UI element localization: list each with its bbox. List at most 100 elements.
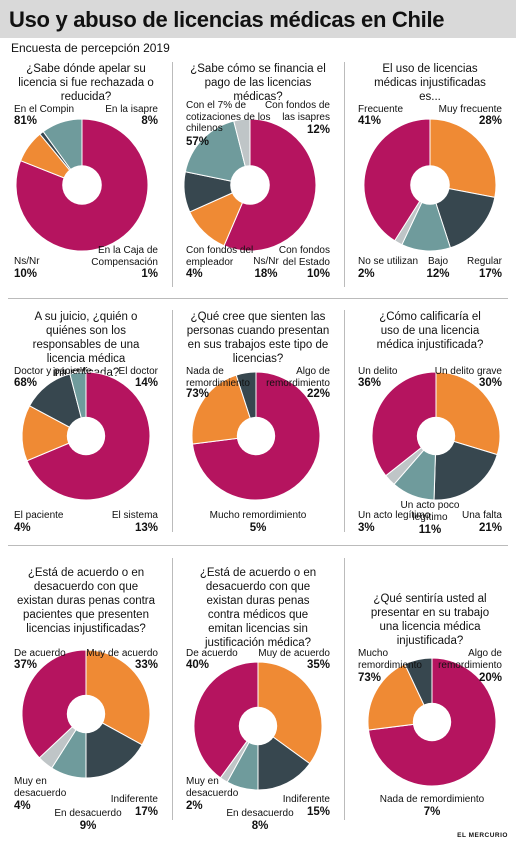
chart-question: ¿Cómo calificaría el uso de una licencia… bbox=[376, 311, 484, 351]
pie-slice bbox=[223, 118, 317, 252]
slice-value: 15% bbox=[306, 806, 330, 818]
grid-divider bbox=[172, 62, 173, 287]
slice-label: En la isapre bbox=[105, 104, 158, 115]
pie-chart bbox=[193, 661, 323, 791]
slice-label: El paciente bbox=[14, 510, 64, 521]
chart-question: ¿Está de acuerdo o en desacuerdo con que… bbox=[16, 567, 156, 635]
slice-value: 35% bbox=[306, 659, 330, 671]
slice-value: 73% bbox=[186, 388, 210, 400]
slice-label: En el Compin bbox=[14, 104, 75, 115]
pie-slice bbox=[257, 661, 323, 765]
pie-chart bbox=[183, 118, 317, 252]
slice-label: De acuerdo bbox=[14, 648, 66, 659]
slice-label: Indiferente bbox=[110, 794, 158, 805]
pie-slice bbox=[257, 725, 311, 791]
slice-value: 81% bbox=[14, 115, 38, 127]
slice-value: 13% bbox=[134, 522, 158, 534]
slice-value: 1% bbox=[141, 268, 158, 280]
slice-value: 7% bbox=[423, 806, 441, 818]
pie-slice bbox=[433, 435, 498, 501]
slice-label: Con fondos del Estado bbox=[278, 245, 330, 268]
donut-hole bbox=[66, 416, 106, 456]
slice-value: 14% bbox=[134, 377, 158, 389]
publisher-credit: EL MERCURIO bbox=[457, 832, 508, 839]
slice-label: Ns/Nr bbox=[253, 256, 279, 267]
slice-label: Doctor y paciente bbox=[14, 366, 92, 377]
slice-value: 41% bbox=[358, 115, 382, 127]
slice-value: 12% bbox=[426, 268, 450, 280]
slice-label: Ns/Nr bbox=[14, 256, 40, 267]
slice-value: 33% bbox=[134, 659, 158, 671]
slice-label: En desacuerdo bbox=[54, 808, 122, 819]
chart-question: ¿Qué cree que sienten las personas cuand… bbox=[186, 311, 330, 365]
slice-value: 4% bbox=[14, 800, 31, 812]
slice-label: Algo de remordimiento bbox=[438, 648, 502, 671]
slice-value: 40% bbox=[186, 659, 210, 671]
slice-label: Muy en desacuerdo bbox=[14, 776, 67, 799]
slice-value: 8% bbox=[251, 820, 269, 832]
slice-label: Con el 7% de cotizaciones de los chileno… bbox=[186, 100, 271, 134]
slice-value: 28% bbox=[478, 115, 502, 127]
chart-panel-penas-pacientes: ¿Está de acuerdo o en desacuerdo con que… bbox=[0, 566, 172, 832]
chart-panel-sentiria: ¿Qué sentiría usted al presentar en su t… bbox=[344, 592, 516, 854]
slice-label: Indiferente bbox=[282, 794, 330, 805]
slice-value: 57% bbox=[186, 136, 210, 148]
slice-label: El sistema bbox=[111, 510, 158, 521]
slice-label: Un delito grave bbox=[434, 366, 502, 377]
slice-label: Muy en desacuerdo bbox=[186, 776, 239, 799]
slice-value: 11% bbox=[418, 524, 442, 536]
slice-value: 17% bbox=[134, 806, 158, 818]
slice-value: 37% bbox=[14, 659, 38, 671]
pie-slice bbox=[371, 371, 437, 477]
chart-panel-financia: ¿Sabe cómo se financia el pago de las li… bbox=[172, 62, 344, 324]
slice-value: 17% bbox=[478, 268, 502, 280]
slice-label: Nada de remordimiento bbox=[379, 794, 485, 805]
slice-value: 10% bbox=[14, 268, 38, 280]
page-title: Uso y abuso de licencias médicas en Chil… bbox=[9, 7, 445, 32]
slice-label: Mucho remordimiento bbox=[358, 648, 422, 671]
donut-hole bbox=[230, 165, 270, 205]
donut-hole bbox=[416, 416, 456, 456]
pie-chart bbox=[371, 371, 501, 501]
grid-divider bbox=[344, 310, 345, 532]
slice-value: 10% bbox=[306, 268, 330, 280]
pie-chart bbox=[21, 371, 151, 501]
slice-value: 30% bbox=[478, 377, 502, 389]
chart-panel-calificaria: ¿Cómo calificaría el uso de una licencia… bbox=[344, 310, 516, 572]
pie-chart bbox=[367, 657, 497, 787]
chart-panel-sienten: ¿Qué cree que sienten las personas cuand… bbox=[172, 310, 344, 572]
slice-label: El doctor bbox=[118, 366, 158, 377]
slice-value: 2% bbox=[358, 268, 375, 280]
pie-slice bbox=[193, 661, 259, 779]
slice-value: 73% bbox=[358, 672, 382, 684]
chart-question: ¿Está de acuerdo o en desacuerdo con que… bbox=[199, 567, 317, 649]
chart-panel-uso: El uso de licencias médicas injustificad… bbox=[344, 62, 516, 324]
slice-value: 4% bbox=[14, 522, 31, 534]
slice-label: Regular bbox=[466, 256, 502, 267]
slice-label: Frecuente bbox=[358, 104, 404, 115]
pie-slice bbox=[21, 405, 88, 462]
slice-value: 68% bbox=[14, 377, 38, 389]
slice-label: En la Caja de Compensación bbox=[91, 245, 158, 268]
donut-hole bbox=[412, 702, 452, 742]
slice-value: 12% bbox=[306, 124, 330, 136]
slice-value: 20% bbox=[478, 672, 502, 684]
slice-label: Un acto legítimo bbox=[358, 510, 431, 521]
slice-value: 21% bbox=[478, 522, 502, 534]
pie-chart bbox=[363, 118, 497, 252]
grid-divider bbox=[172, 558, 173, 820]
donut-hole bbox=[410, 165, 450, 205]
slice-value: 8% bbox=[141, 115, 158, 127]
slice-label: No se utilizan bbox=[358, 256, 419, 267]
pie-chart bbox=[191, 371, 321, 501]
grid-divider bbox=[8, 298, 508, 299]
pie-slice bbox=[85, 713, 143, 779]
slice-label: Con fondos del empleador bbox=[186, 245, 254, 268]
slice-value: 4% bbox=[186, 268, 203, 280]
donut-hole bbox=[66, 694, 106, 734]
pie-slice bbox=[363, 118, 431, 242]
chart-question: ¿Qué sentiría usted al presentar en su t… bbox=[370, 593, 490, 647]
chart-question: ¿Sabe cómo se financia el pago de las li… bbox=[190, 63, 326, 103]
slice-label: Muy de acuerdo bbox=[258, 648, 330, 659]
slice-value: 36% bbox=[358, 377, 382, 389]
